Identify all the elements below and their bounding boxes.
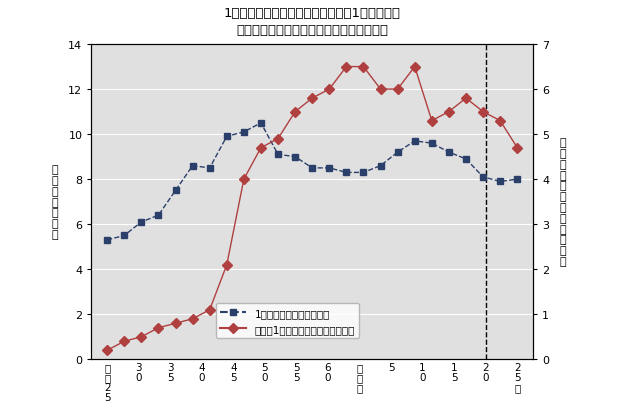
Legend: 1事業所当たりの従業者数, 従業者1人当たりの年間商品販売額: 1事業所当たりの従業者数, 従業者1人当たりの年間商品販売額 [216, 303, 359, 339]
Y-axis label: 年
間
商
品
販
売
額
（
千
万
円
）: 年 間 商 品 販 売 額 （ 千 万 円 ） [559, 138, 566, 266]
Title: 1事業所当たりの従業者数、従業者1人当たりの
年間商品販売額の推移（鳥取県、卸売業）: 1事業所当たりの従業者数、従業者1人当たりの 年間商品販売額の推移（鳥取県、卸売… [224, 7, 401, 37]
Y-axis label: 従
業
者
数
（
人
）: 従 業 者 数 （ 人 ） [51, 165, 58, 240]
